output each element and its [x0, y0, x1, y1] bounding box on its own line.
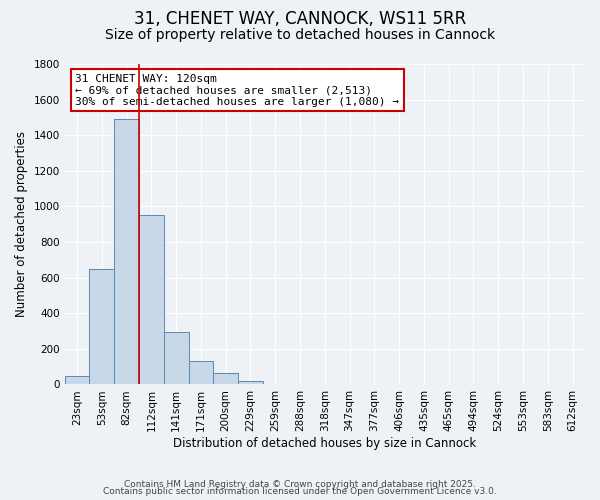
- Text: Size of property relative to detached houses in Cannock: Size of property relative to detached ho…: [105, 28, 495, 42]
- X-axis label: Distribution of detached houses by size in Cannock: Distribution of detached houses by size …: [173, 437, 476, 450]
- Y-axis label: Number of detached properties: Number of detached properties: [15, 131, 28, 317]
- Bar: [89, 268, 114, 384]
- Bar: [188, 362, 214, 384]
- Bar: [164, 332, 188, 384]
- Bar: [139, 216, 164, 384]
- Bar: [114, 119, 139, 384]
- Bar: [238, 381, 263, 384]
- Text: 31, CHENET WAY, CANNOCK, WS11 5RR: 31, CHENET WAY, CANNOCK, WS11 5RR: [134, 10, 466, 28]
- Text: Contains public sector information licensed under the Open Government Licence v3: Contains public sector information licen…: [103, 487, 497, 496]
- Text: 31 CHENET WAY: 120sqm
← 69% of detached houses are smaller (2,513)
30% of semi-d: 31 CHENET WAY: 120sqm ← 69% of detached …: [75, 74, 399, 107]
- Bar: [214, 373, 238, 384]
- Bar: [65, 376, 89, 384]
- Text: Contains HM Land Registry data © Crown copyright and database right 2025.: Contains HM Land Registry data © Crown c…: [124, 480, 476, 489]
